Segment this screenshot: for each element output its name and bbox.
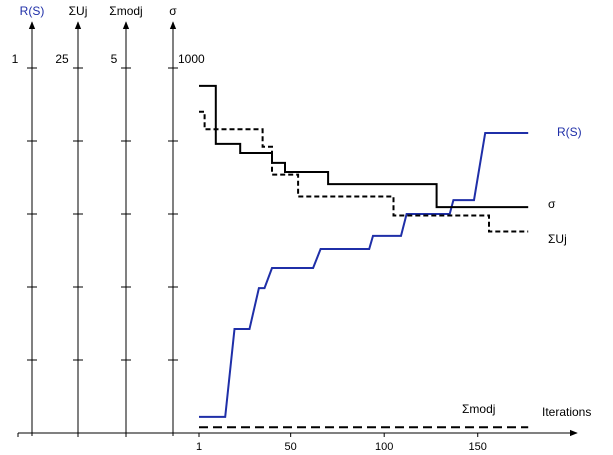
y-tick-label: 25 [55, 52, 69, 66]
y-tick-label: 1000 [178, 52, 205, 66]
x-tick-label: 1 [196, 441, 202, 453]
x-axis-label: Iterations [542, 405, 591, 419]
series-line [199, 84, 529, 209]
x-tick-label: 150 [469, 441, 487, 453]
y-tick-label: 5 [111, 52, 118, 66]
y-axis-title: ΣUj [69, 4, 88, 18]
x-tick-label: 50 [285, 441, 297, 453]
y-axis-title: σ [169, 4, 177, 18]
x-tick-label: 100 [375, 441, 393, 453]
series-label: ΣUj [548, 232, 567, 246]
series-label: R(S) [557, 125, 582, 139]
y-axis-title: Σmodj [109, 4, 142, 18]
series-label: Σmodj [462, 402, 495, 416]
series-line [199, 132, 529, 418]
y-tick-label: 1 [12, 52, 19, 66]
series-line [199, 110, 529, 233]
y-axis-title: R(S) [20, 4, 45, 18]
series-label: σ [548, 197, 556, 211]
